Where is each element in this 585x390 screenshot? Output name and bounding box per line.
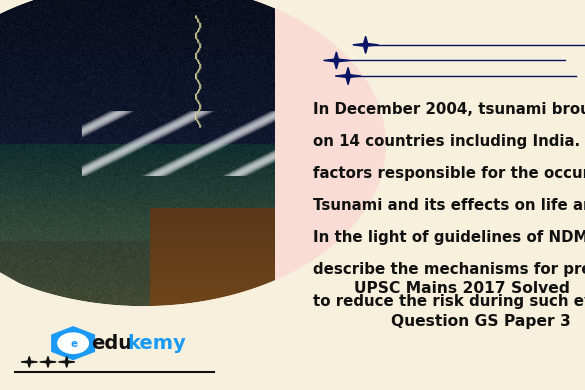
Polygon shape xyxy=(21,356,37,367)
Circle shape xyxy=(58,0,585,390)
Text: Tsunami and its effects on life and economy.: Tsunami and its effects on life and econ… xyxy=(313,198,585,213)
Text: e: e xyxy=(71,339,78,349)
Circle shape xyxy=(58,333,88,353)
Text: describe the mechanisms for preparedness: describe the mechanisms for preparedness xyxy=(313,262,585,277)
Text: Question GS Paper 3: Question GS Paper 3 xyxy=(391,314,570,329)
Text: In the light of guidelines of NDMA (2010): In the light of guidelines of NDMA (2010… xyxy=(313,230,585,245)
Polygon shape xyxy=(40,356,56,367)
Polygon shape xyxy=(58,356,75,367)
FancyBboxPatch shape xyxy=(0,312,585,390)
Polygon shape xyxy=(353,36,378,53)
Polygon shape xyxy=(52,327,94,360)
Polygon shape xyxy=(335,67,361,85)
Polygon shape xyxy=(324,52,349,69)
Text: UPSC Mains 2017 Solved: UPSC Mains 2017 Solved xyxy=(355,281,570,296)
Text: on 14 countries including India. Discuss the: on 14 countries including India. Discuss… xyxy=(313,134,585,149)
Text: to reduce the risk during such events.: to reduce the risk during such events. xyxy=(313,294,585,308)
Text: In December 2004, tsunami brought havoc: In December 2004, tsunami brought havoc xyxy=(313,102,585,117)
Text: factors responsible for the occurrence of: factors responsible for the occurrence o… xyxy=(313,166,585,181)
Text: kemy: kemy xyxy=(127,335,185,353)
Polygon shape xyxy=(0,273,205,390)
Text: edu: edu xyxy=(91,335,132,353)
FancyBboxPatch shape xyxy=(322,0,585,390)
